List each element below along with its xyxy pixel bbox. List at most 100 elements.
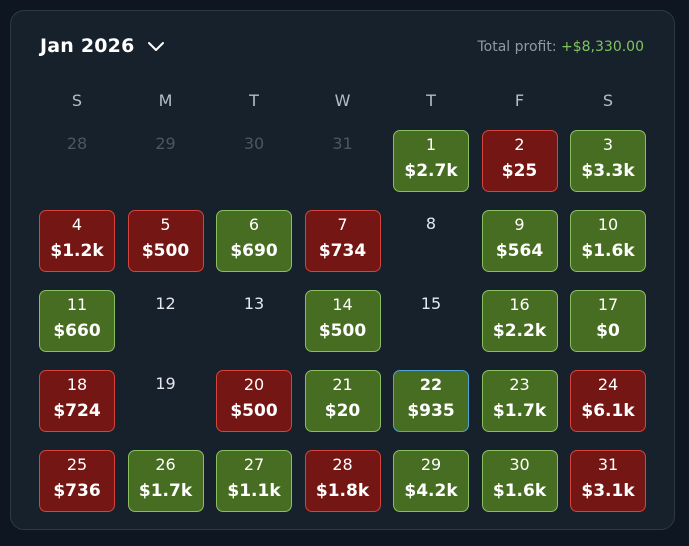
calendar-day[interactable]: 15: [393, 290, 469, 352]
day-profit-amount: $3.3k: [581, 161, 635, 181]
day-number: 23: [509, 375, 530, 394]
day-number: 10: [597, 215, 619, 234]
day-number: 29: [420, 455, 442, 474]
day-number: 24: [597, 375, 619, 394]
calendar-header: Jan 2026 Total profit: +$8,330.00: [11, 11, 674, 81]
calendar-day[interactable]: 16 $2.2k: [481, 290, 558, 352]
day-number: 3: [602, 135, 614, 154]
day-profit-amount: $500: [230, 401, 278, 421]
calendar-day[interactable]: 4 $1.2k: [39, 210, 115, 272]
weekday-label: T: [426, 91, 436, 110]
day-profit-amount: $1.6k: [581, 241, 635, 261]
day-number: 11: [66, 295, 88, 314]
day-profit-amount: $736: [53, 481, 101, 501]
day-number: 4: [71, 215, 83, 234]
day-profit-amount: $20: [324, 401, 361, 421]
calendar-day[interactable]: 14 $500: [304, 290, 381, 352]
profit-calendar-card: Jan 2026 Total profit: +$8,330.00 S M T W T F…: [10, 10, 675, 530]
day-number: 8: [425, 214, 437, 233]
day-profit-amount: $1.7k: [492, 401, 547, 421]
calendar-day[interactable]: 1 $2.7k: [393, 130, 469, 192]
calendar-day[interactable]: 28 $1.8k: [304, 450, 381, 512]
calendar-day[interactable]: 11 $660: [39, 290, 115, 352]
day-profit-amount: $1.1k: [227, 481, 281, 501]
month-selector[interactable]: Jan 2026: [40, 35, 165, 57]
calendar-day[interactable]: 2 $25: [481, 130, 558, 192]
day-number: 28: [66, 134, 88, 153]
day-number: 30: [243, 134, 265, 153]
weekday-label: S: [602, 91, 614, 110]
calendar-day[interactable]: 19: [128, 370, 204, 432]
calendar-day[interactable]: 8: [393, 210, 469, 272]
calendar-day[interactable]: 13: [216, 290, 292, 352]
calendar-day: 30: [216, 130, 292, 192]
day-number: 13: [243, 294, 265, 313]
month-label: Jan 2026: [40, 35, 135, 57]
day-number: 9: [514, 215, 525, 234]
calendar-day[interactable]: 18 $724: [39, 370, 115, 432]
day-profit-amount: $690: [230, 241, 278, 261]
day-profit-amount: $2.7k: [404, 161, 458, 181]
calendar-day[interactable]: 30 $1.6k: [481, 450, 558, 512]
day-number: 14: [332, 295, 353, 314]
day-number: 2: [514, 135, 525, 154]
weekday-label: F: [514, 91, 525, 110]
day-number: 19: [155, 374, 176, 393]
day-number: 12: [155, 294, 176, 313]
calendar-day: 28: [39, 130, 115, 192]
weekday-label: M: [158, 91, 173, 110]
day-number: 25: [66, 455, 88, 474]
calendar-day[interactable]: 3 $3.3k: [570, 130, 646, 192]
day-number: 6: [248, 215, 260, 234]
calendar-day[interactable]: 21 $20: [304, 370, 381, 432]
calendar-day[interactable]: 12: [128, 290, 204, 352]
day-number: 26: [155, 455, 176, 474]
day-profit-amount: $1.6k: [492, 481, 547, 501]
calendar-day[interactable]: 25 $736: [39, 450, 115, 512]
day-profit-amount: $0: [596, 321, 620, 341]
calendar-day[interactable]: 7 $734: [304, 210, 381, 272]
day-number: 18: [66, 375, 88, 394]
day-profit-amount: $1.8k: [315, 481, 370, 501]
day-profit-amount: $734: [318, 241, 367, 261]
calendar-day-today[interactable]: 22 $935: [393, 370, 469, 432]
calendar-day[interactable]: 29 $4.2k: [393, 450, 469, 512]
calendar-day[interactable]: 27 $1.1k: [216, 450, 292, 512]
total-profit-label: Total profit:: [477, 39, 557, 55]
day-profit-amount: $935: [407, 401, 455, 421]
day-number: 15: [420, 294, 442, 313]
day-profit-amount: $3.1k: [581, 481, 635, 501]
calendar-day[interactable]: 10 $1.6k: [570, 210, 646, 272]
day-number: 16: [509, 295, 530, 314]
calendar-day[interactable]: 23 $1.7k: [481, 370, 558, 432]
day-number: 5: [160, 215, 171, 234]
calendar-day[interactable]: 9 $564: [481, 210, 558, 272]
day-profit-amount: $660: [53, 321, 101, 341]
day-number: 22: [419, 375, 443, 394]
day-profit-amount: $500: [318, 321, 367, 341]
day-number: 21: [332, 375, 353, 394]
day-number: 29: [155, 134, 176, 153]
calendar-day[interactable]: 6 $690: [216, 210, 292, 272]
day-profit-amount: $500: [141, 241, 190, 261]
day-number: 17: [597, 295, 619, 314]
total-profit-value: +$8,330.00: [561, 39, 644, 55]
day-number: 27: [243, 455, 265, 474]
calendar-day[interactable]: 5 $500: [127, 210, 204, 272]
day-profit-amount: $25: [501, 161, 538, 181]
day-number: 20: [243, 375, 265, 394]
calendar-day[interactable]: 17 $0: [570, 290, 646, 352]
day-number: 28: [332, 455, 353, 474]
day-number: 1: [425, 135, 437, 154]
calendar-day[interactable]: 26 $1.7k: [127, 450, 204, 512]
weekday-label: W: [334, 91, 351, 110]
day-number: 7: [337, 215, 348, 234]
calendar-day[interactable]: 20 $500: [216, 370, 292, 432]
weekday-label: S: [71, 91, 83, 110]
day-number: 30: [509, 455, 530, 474]
day-profit-amount: $724: [53, 401, 101, 421]
chevron-down-icon[interactable]: [147, 41, 165, 52]
calendar-day[interactable]: 24 $6.1k: [570, 370, 646, 432]
calendar-day: 29: [128, 130, 204, 192]
calendar-day[interactable]: 31 $3.1k: [570, 450, 646, 512]
